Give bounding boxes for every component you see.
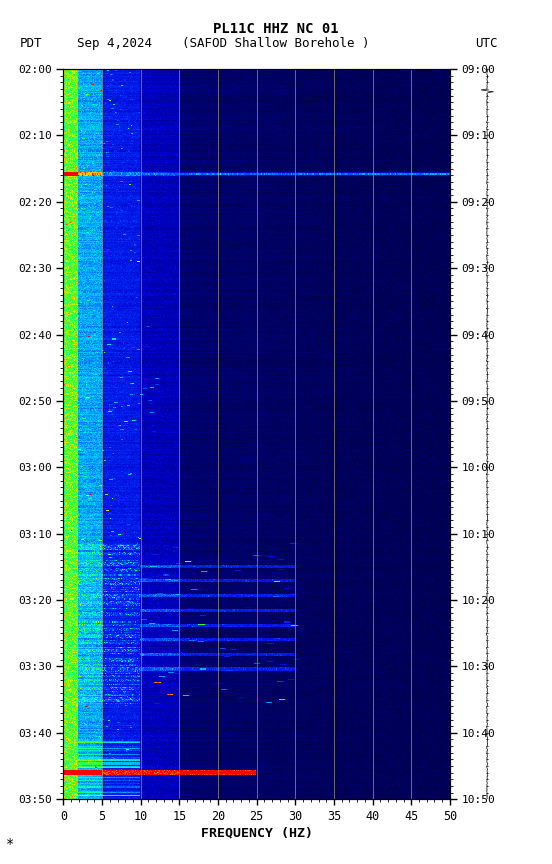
Text: (SAFOD Shallow Borehole ): (SAFOD Shallow Borehole ): [182, 37, 370, 50]
Text: PL11C HHZ NC 01: PL11C HHZ NC 01: [213, 22, 339, 35]
Text: PDT: PDT: [19, 37, 42, 50]
Text: Sep 4,2024: Sep 4,2024: [77, 37, 152, 50]
Text: UTC: UTC: [475, 37, 497, 50]
X-axis label: FREQUENCY (HZ): FREQUENCY (HZ): [201, 827, 312, 840]
Text: *: *: [6, 837, 14, 851]
